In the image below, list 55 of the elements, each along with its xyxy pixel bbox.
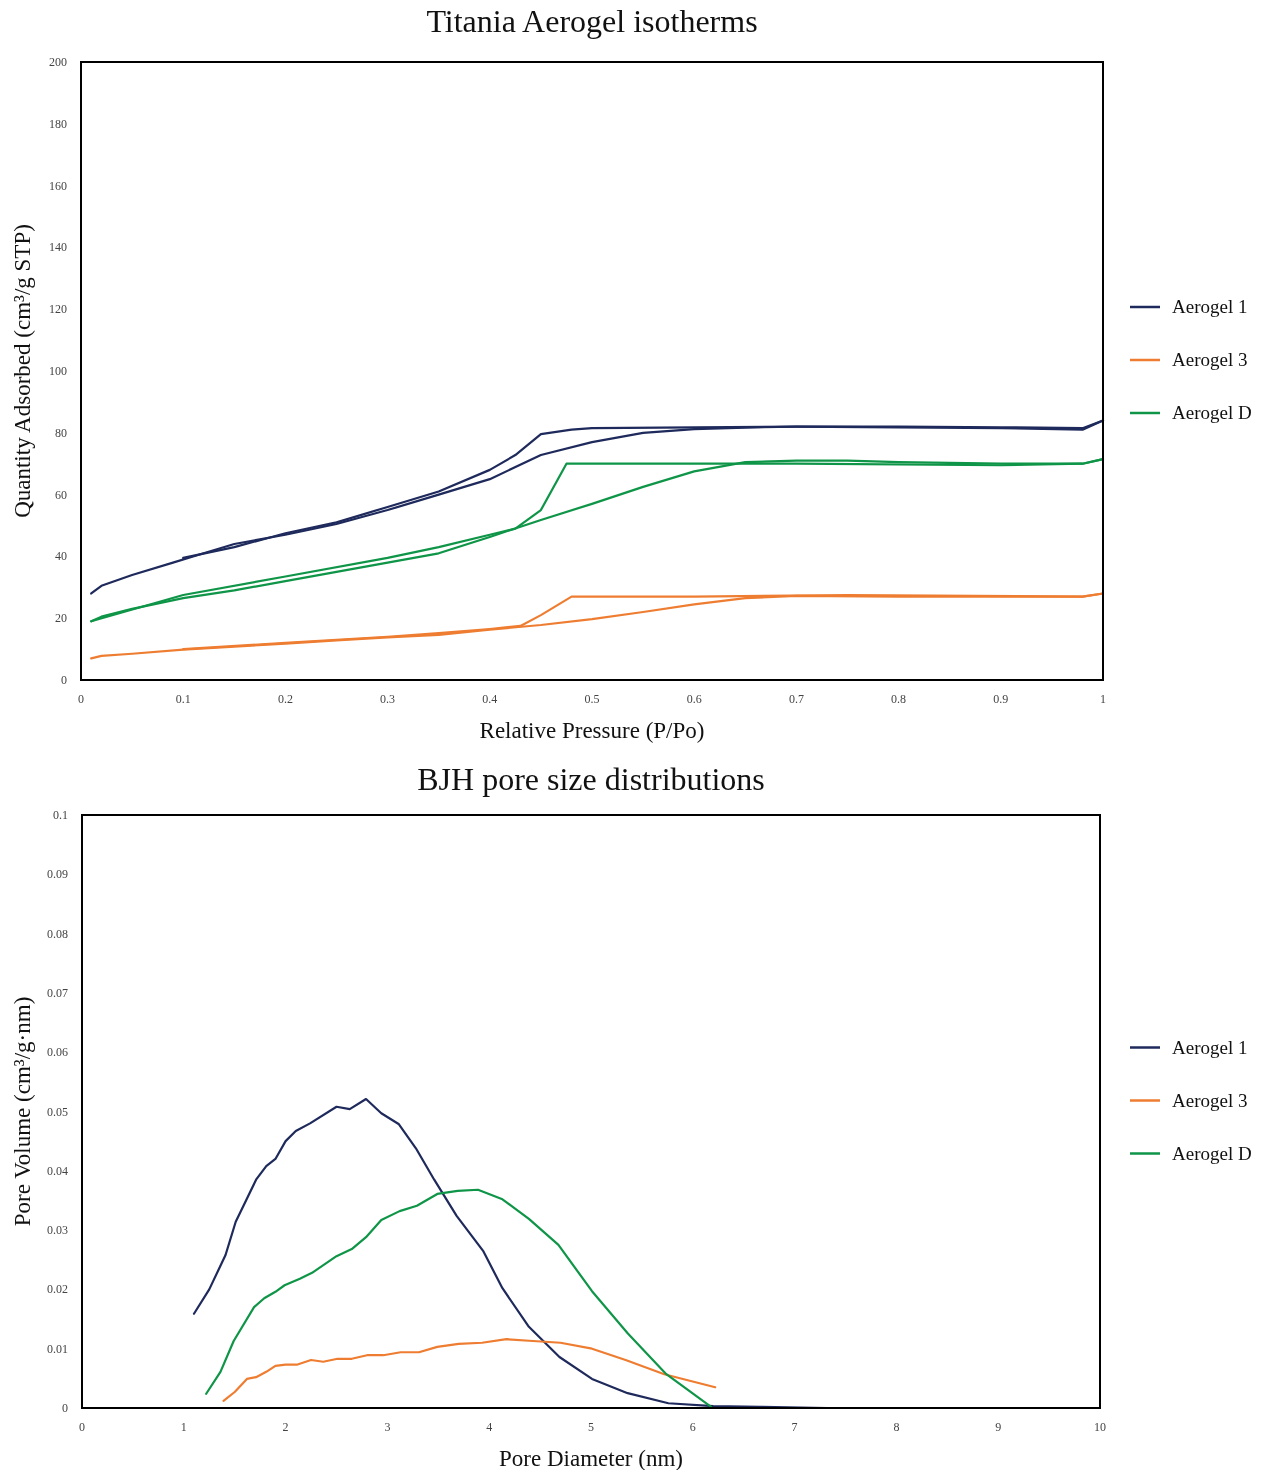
y-tick-label: 0.02 [47, 1282, 68, 1297]
y-tick-label: 0.08 [47, 926, 68, 941]
legend-label: Aerogel D [1172, 402, 1252, 423]
x-tick-label: 0 [79, 1420, 85, 1434]
chart-title: BJH pore size distributions [417, 761, 765, 797]
x-tick-label: 9 [995, 1420, 1002, 1434]
y-tick-label: 140 [49, 240, 67, 255]
legend-label: Aerogel 1 [1172, 296, 1248, 317]
y-tick-label: 0.07 [47, 985, 68, 1000]
x-tick-label: 2 [282, 1420, 289, 1434]
x-axis-title: Relative Pressure (P/Po) [479, 718, 705, 743]
x-tick-label: 1 [180, 1420, 187, 1434]
x-tick-label: 0 [78, 692, 84, 706]
legend-label: Aerogel 1 [1172, 1036, 1248, 1058]
x-tick-label: 7 [791, 1420, 798, 1434]
y-tick-label: 0.04 [47, 1163, 68, 1178]
x-tick-label: 0.9 [993, 692, 1009, 706]
chart-title: Titania Aerogel isotherms [426, 3, 758, 39]
x-tick-label: 10 [1094, 1420, 1106, 1434]
x-tick-label: 4 [486, 1420, 493, 1434]
y-tick-label: 160 [49, 178, 67, 193]
y-axis-title: Quantity Adsorbed (cm³/g STP) [10, 224, 35, 518]
x-tick-label: 0.1 [175, 692, 191, 706]
y-axis-title: Pore Volume (cm³/g·nm) [10, 996, 35, 1227]
y-tick-label: 0 [61, 673, 67, 687]
y-tick-label: 0 [62, 1401, 68, 1415]
y-tick-label: 0.05 [47, 1104, 68, 1119]
x-tick-label: 8 [893, 1420, 900, 1434]
y-tick-label: 0.06 [47, 1045, 68, 1060]
y-tick-label: 0.09 [47, 867, 68, 882]
y-tick-label: 40 [55, 549, 67, 564]
y-tick-label: 100 [49, 364, 67, 378]
x-tick-label: 1 [1100, 692, 1106, 706]
legend-label: Aerogel 3 [1172, 1089, 1248, 1111]
y-tick-label: 0.03 [47, 1223, 68, 1238]
y-tick-label: 80 [55, 425, 67, 440]
x-tick-label: 0.2 [277, 692, 293, 706]
x-tick-label: 0.4 [482, 692, 498, 706]
x-tick-label: 0.7 [788, 692, 804, 706]
legend-label: Aerogel 3 [1172, 349, 1248, 370]
x-tick-label: 0.5 [584, 692, 600, 706]
y-tick-label: 0.01 [47, 1341, 68, 1356]
x-tick-label: 0.6 [686, 692, 702, 706]
y-tick-label: 0.1 [53, 808, 68, 822]
y-tick-label: 180 [49, 116, 67, 131]
x-tick-label: 5 [588, 1420, 594, 1434]
x-tick-label: 3 [384, 1420, 391, 1434]
x-tick-label: 0.3 [380, 692, 396, 706]
y-tick-label: 60 [55, 487, 67, 502]
x-tick-label: 0.8 [891, 692, 907, 706]
y-tick-label: 200 [49, 55, 67, 69]
y-tick-label: 20 [55, 611, 67, 626]
x-tick-label: 6 [689, 1420, 696, 1434]
legend-label: Aerogel D [1172, 1142, 1252, 1164]
y-tick-label: 120 [49, 302, 67, 317]
